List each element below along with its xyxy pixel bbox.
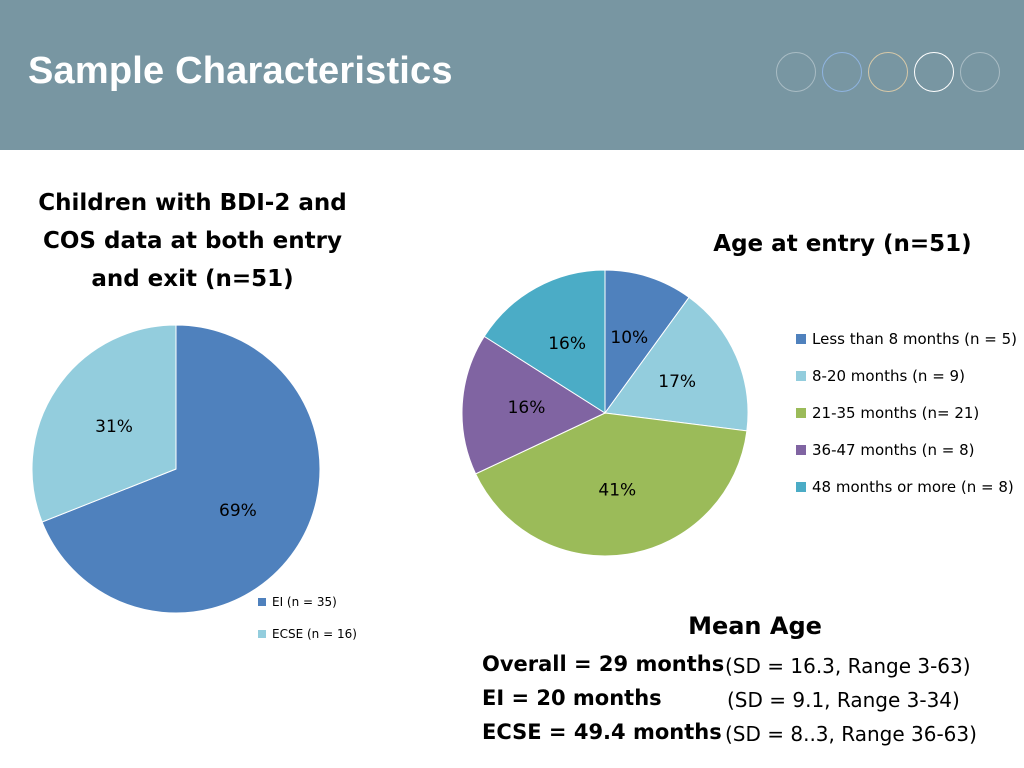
slide-title: Sample Characteristics xyxy=(28,50,453,92)
pie-slice-label: 10% xyxy=(610,328,648,348)
legend-swatch xyxy=(796,333,806,344)
mean-age-title: Mean Age xyxy=(688,612,822,640)
pie-slice-label: 31% xyxy=(95,417,133,437)
chart-title-line: Children with BDI-2 and xyxy=(38,190,347,216)
pie-chart-age: 10% 17% 41% 16% 16% xyxy=(461,269,749,557)
mean-age-ecse: ECSE = 49.4 months (SD = 8..3, Range 36-… xyxy=(482,720,977,746)
legend-label: 8-20 months (n = 9) xyxy=(812,366,965,385)
pie-slice-label: 17% xyxy=(658,372,696,392)
legend-enrollment: EI (n = 35) ECSE (n = 16) xyxy=(258,586,357,650)
legend-item: 21-35 months (n= 21) xyxy=(796,394,1017,431)
legend-label: ECSE (n = 16) xyxy=(272,627,357,641)
legend-swatch xyxy=(796,370,806,381)
stat-label: ECSE = 49.4 months xyxy=(482,720,722,744)
stat-detail: (SD = 9.1, Range 3-34) xyxy=(727,688,960,712)
legend-swatch xyxy=(796,444,806,455)
legend-label: EI (n = 35) xyxy=(272,595,337,609)
stat-label: Overall = 29 months xyxy=(482,652,725,676)
pie-slice xyxy=(604,269,690,415)
legend-item: ECSE (n = 16) xyxy=(258,618,357,650)
legend-item: 48 months or more (n = 8) xyxy=(796,468,1017,505)
pie-slice xyxy=(483,269,606,414)
legend-label: Less than 8 months (n = 5) xyxy=(812,329,1018,348)
decor-circle-icon xyxy=(960,52,1000,92)
legend-label: 36-47 months (n = 8) xyxy=(812,440,975,459)
legend-swatch xyxy=(258,630,266,638)
legend-item: EI (n = 35) xyxy=(258,586,357,618)
stat-label: EI = 20 months xyxy=(482,686,662,710)
pie-slice-label: 69% xyxy=(219,501,257,521)
pie-slice-label: 41% xyxy=(598,481,636,501)
decor-circle-icon xyxy=(776,52,816,92)
chart-title-line: and exit (n=51) xyxy=(91,266,294,292)
pie-slice-label: 16% xyxy=(508,398,546,418)
pie-slice xyxy=(604,296,749,432)
legend-label: 21-35 months (n= 21) xyxy=(812,403,980,422)
decor-circle-icon xyxy=(914,52,954,92)
decorative-circles xyxy=(776,52,1016,96)
legend-item: 36-47 months (n = 8) xyxy=(796,431,1017,468)
pie-chart-enrollment: 69% 31% xyxy=(31,324,321,614)
pie-slice xyxy=(31,324,177,523)
legend-age: Less than 8 months (n = 5) 8-20 months (… xyxy=(796,320,1017,505)
legend-label: 48 months or more (n = 8) xyxy=(812,477,1014,496)
legend-swatch xyxy=(258,598,266,606)
chart-title-line: Age at entry (n=51) xyxy=(713,231,972,257)
mean-age-ei: EI = 20 months (SD = 9.1, Range 3-34) xyxy=(482,686,960,712)
chart-title-age: Age at entry (n=51) xyxy=(700,225,985,263)
pie-slice xyxy=(41,324,321,614)
legend-swatch xyxy=(796,407,806,418)
pie-slice xyxy=(474,412,748,557)
chart-title-line: COS data at both entry xyxy=(43,228,342,254)
stat-detail: (SD = 8..3, Range 36-63) xyxy=(725,722,977,746)
pie-slice-label: 16% xyxy=(548,334,586,354)
legend-item: Less than 8 months (n = 5) xyxy=(796,320,1017,357)
pie-slice xyxy=(461,335,607,475)
legend-swatch xyxy=(796,481,806,492)
decor-circle-icon xyxy=(868,52,908,92)
chart-title-enrollment: Children with BDI-2 and COS data at both… xyxy=(20,184,365,298)
mean-age-overall: Overall = 29 months (SD = 16.3, Range 3-… xyxy=(482,652,971,678)
legend-item: 8-20 months (n = 9) xyxy=(796,357,1017,394)
stat-detail: (SD = 16.3, Range 3-63) xyxy=(725,654,971,678)
slide-header: Sample Characteristics xyxy=(0,0,1024,150)
decor-circle-icon xyxy=(822,52,862,92)
